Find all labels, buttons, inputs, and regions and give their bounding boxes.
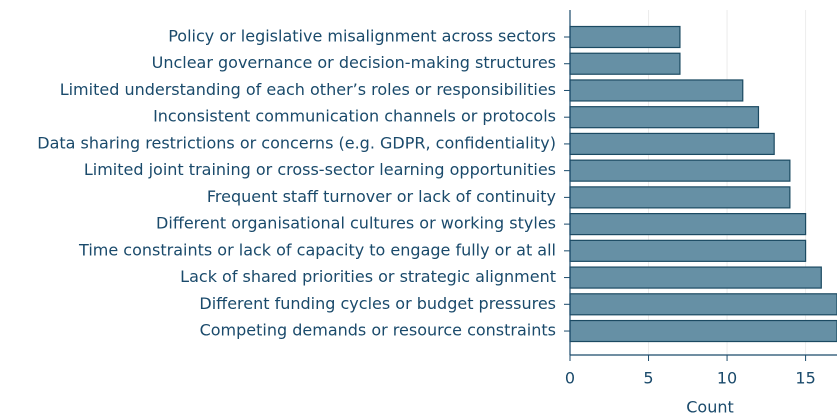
x-axis-label: Count <box>686 398 734 416</box>
y-tick-label: Different organisational cultures or wor… <box>156 214 556 233</box>
x-tick-label: 0 <box>565 369 575 388</box>
y-tick-label: Competing demands or resource constraint… <box>200 321 556 340</box>
y-tick-label: Inconsistent communication channels or p… <box>153 107 556 126</box>
y-tick-label: Data sharing restrictions or concerns (e… <box>37 133 556 152</box>
y-tick-label: Unclear governance or decision-making st… <box>152 53 556 72</box>
bar <box>569 132 775 156</box>
y-tick-label: Lack of shared priorities or strategic a… <box>180 267 556 286</box>
bar <box>569 239 807 262</box>
x-tick-label: 5 <box>643 369 653 388</box>
y-tick-label: Limited understanding of each other’s ro… <box>60 80 556 99</box>
y-tick-label: Different funding cycles or budget press… <box>199 294 556 313</box>
bar <box>569 52 681 75</box>
bar <box>569 106 760 129</box>
x-tick-label: 15 <box>795 369 815 388</box>
bar <box>569 266 822 289</box>
y-tick-label: Time constraints or lack of capacity to … <box>78 240 556 259</box>
bar <box>569 293 837 316</box>
y-tick-label: Limited joint training or cross-sector l… <box>84 160 556 179</box>
bar <box>569 159 791 182</box>
bar <box>569 79 744 102</box>
bar <box>569 319 837 343</box>
bar <box>569 213 807 236</box>
bar <box>569 25 681 49</box>
bar <box>569 186 791 209</box>
x-tick-label: 10 <box>717 369 737 388</box>
y-tick-label: Policy or legislative misalignment acros… <box>168 27 556 46</box>
y-tick-label: Frequent staff turnover or lack of conti… <box>207 187 556 206</box>
